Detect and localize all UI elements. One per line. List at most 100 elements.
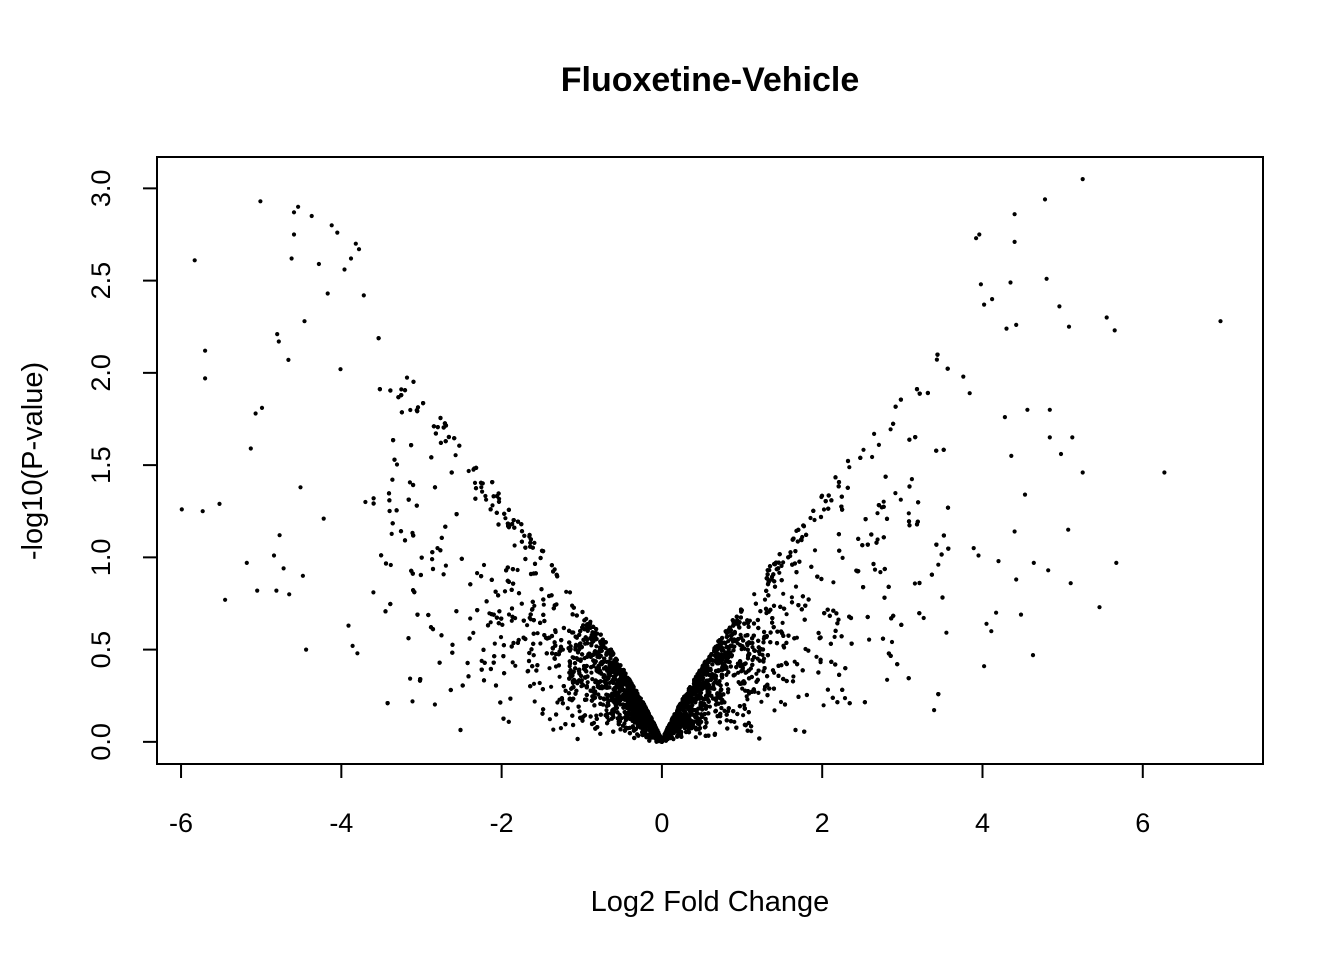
data-point [996,559,1001,564]
data-point [1114,560,1119,566]
data-point [531,681,537,686]
data-point [990,297,995,302]
data-point [430,566,436,572]
data-point [342,267,347,272]
data-point [693,735,698,740]
data-point [441,572,446,577]
data-point [1046,568,1051,573]
data-point [1012,529,1017,534]
data-point [831,580,836,585]
data-point [861,585,866,590]
data-point [350,643,355,649]
data-point [410,699,415,704]
data-point [472,480,478,485]
data-point [1030,653,1036,658]
data-point [725,726,730,731]
data-point [876,442,882,447]
data-point [594,716,599,722]
data-point [577,632,582,638]
data-point [503,516,508,521]
data-point [707,704,713,709]
data-point [889,639,895,645]
data-point [583,697,588,702]
data-point [541,602,546,607]
data-point [793,727,798,733]
data-point [747,652,752,657]
data-point [565,706,570,711]
data-point [511,640,516,646]
data-point [576,704,581,709]
data-point [408,676,413,681]
data-point [875,511,880,516]
data-point [725,690,731,695]
data-point [771,603,777,608]
data-point [484,497,489,502]
data-point [780,620,785,626]
data-point [567,659,572,664]
data-point [704,720,709,725]
data-point [976,553,981,558]
data-point [757,658,762,663]
data-point [759,699,764,704]
data-point [567,664,572,669]
data-point [792,636,797,641]
data-point [982,302,987,307]
data-point [1097,605,1102,610]
data-point [253,411,258,416]
data-point [914,387,920,392]
data-point [740,686,745,691]
data-point [982,664,987,669]
data-point [994,610,999,615]
data-point [1070,435,1075,440]
data-point [862,700,868,705]
data-point [623,717,629,723]
data-point [589,665,594,670]
data-point [891,421,896,426]
data-point [551,727,556,732]
data-point [1047,407,1052,412]
data-point [932,708,937,713]
data-point [1014,322,1019,327]
data-point [756,638,761,643]
data-point [749,729,754,734]
data-point [481,562,487,568]
data-point [509,618,514,623]
data-point [335,230,340,235]
data-point [490,503,495,508]
data-point [1066,527,1071,532]
data-point [598,632,603,637]
data-point [832,634,837,640]
data-point [1112,328,1117,333]
data-point [604,708,609,713]
data-point [804,692,810,698]
data-point [842,696,848,701]
data-point [784,640,789,646]
data-point [588,714,593,719]
data-point [936,562,941,567]
data-point [277,533,282,538]
data-point [338,367,343,372]
data-point [192,258,197,263]
data-point [880,636,886,641]
data-point [532,603,537,608]
data-point [883,474,888,479]
data-point [967,391,972,396]
data-point [566,691,572,696]
data-point [346,623,351,628]
data-point [1025,407,1030,412]
data-point [781,591,786,596]
data-point [457,443,462,448]
data-point [387,508,392,514]
data-point [898,397,904,402]
data-point [941,533,947,538]
data-point [800,668,805,673]
data-point [898,497,903,502]
data-point [286,357,291,362]
data-point [978,282,984,287]
data-point [872,567,878,572]
data-point [861,447,866,452]
data-point [560,701,566,706]
data-point [458,727,463,733]
data-point [912,581,918,586]
